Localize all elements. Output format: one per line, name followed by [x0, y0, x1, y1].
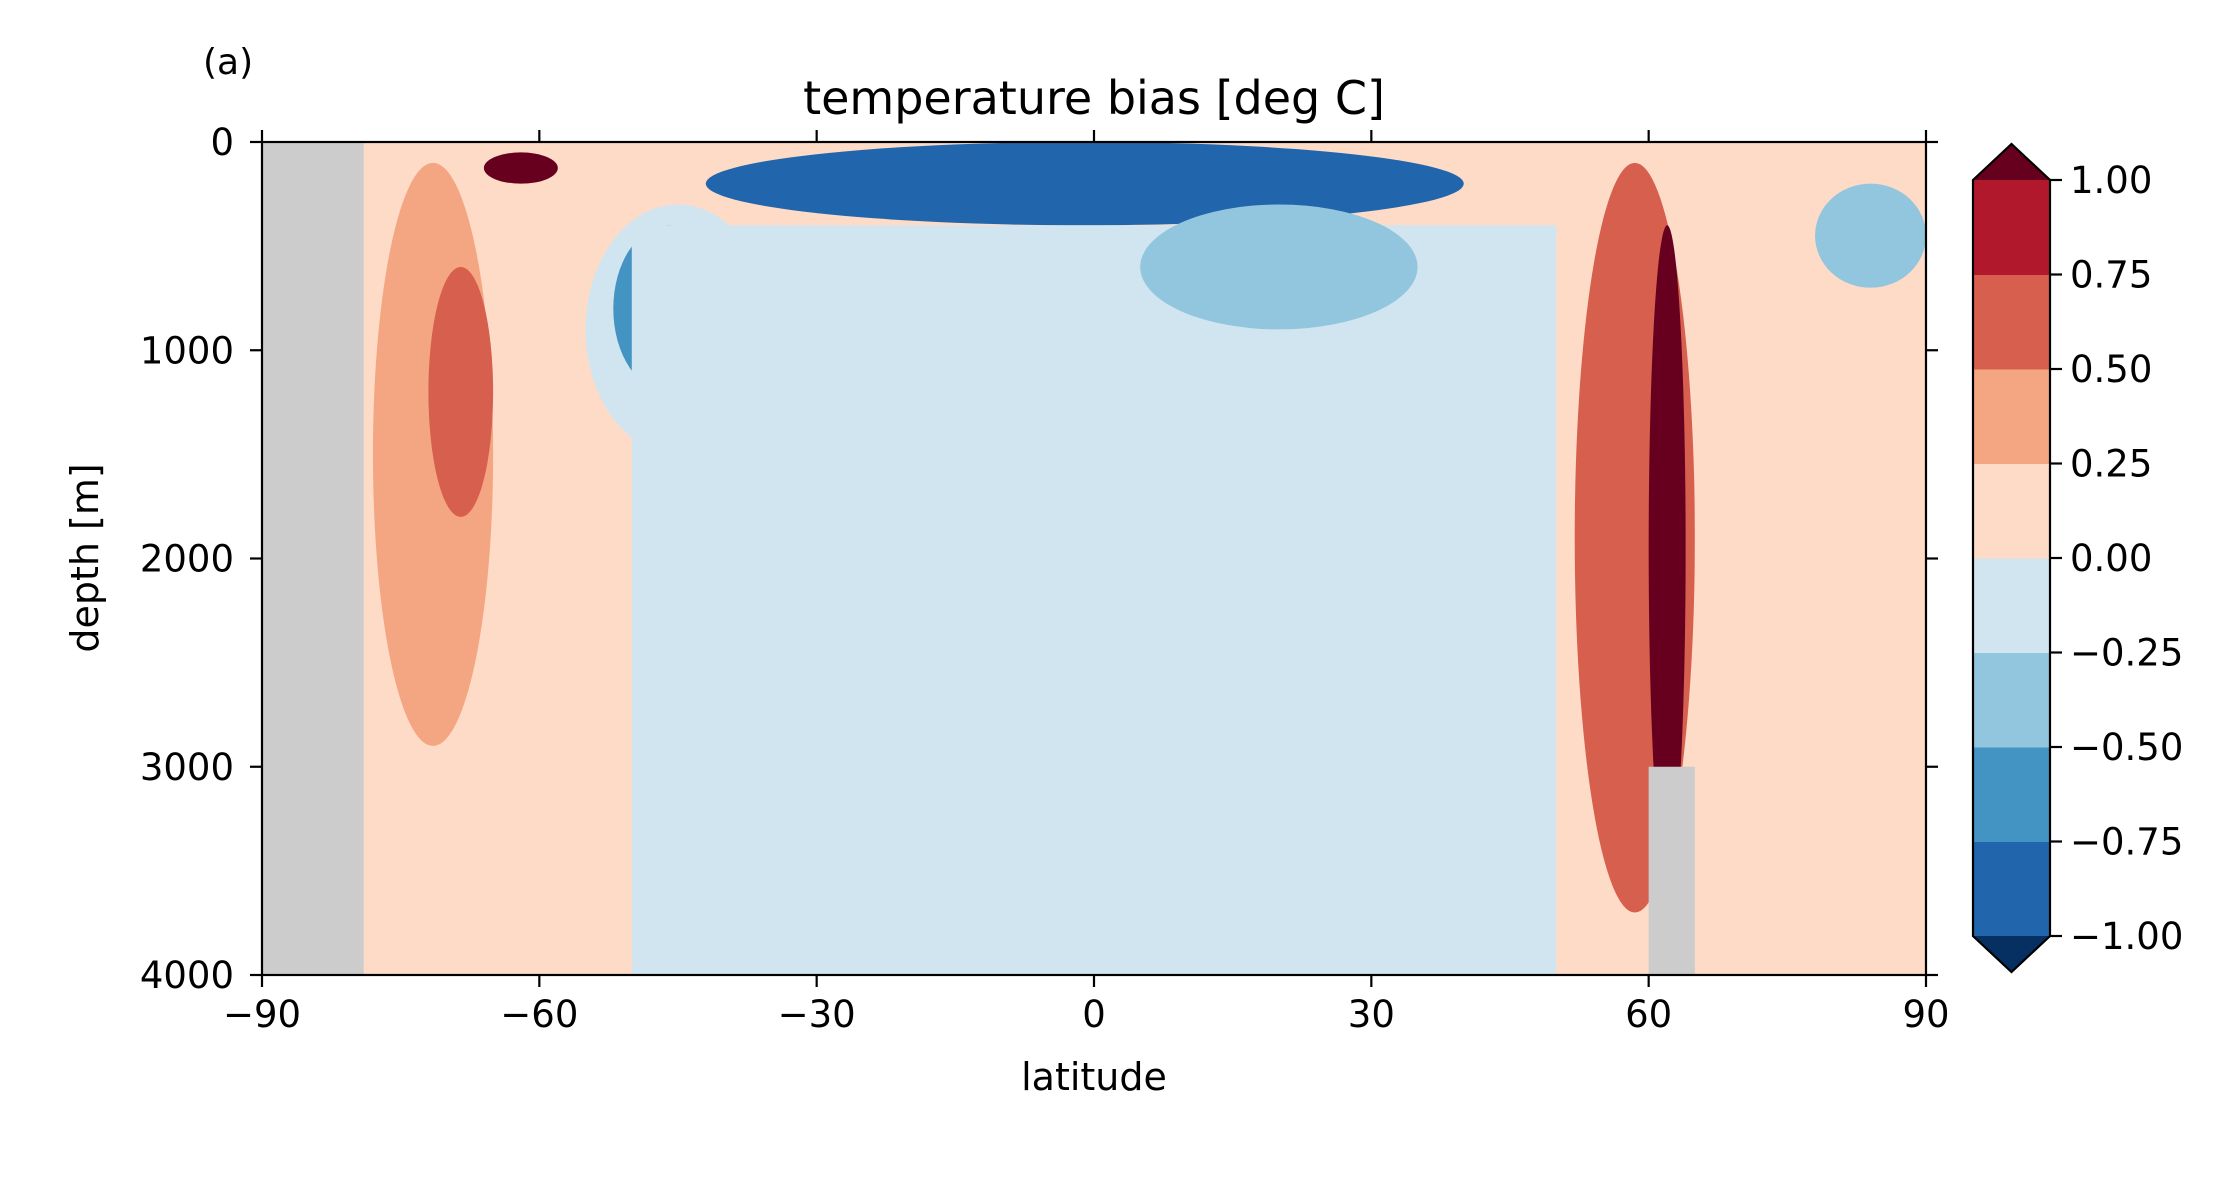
land-mask — [262, 142, 364, 975]
y-tick-label: 3000 — [140, 746, 234, 789]
x-tick-label: −60 — [500, 993, 578, 1036]
colorbar-bin — [1973, 747, 2050, 842]
bias-region — [1815, 183, 1926, 288]
colorbar-tick-label: −0.75 — [2070, 821, 2183, 864]
x-tick-label: −90 — [223, 993, 301, 1036]
y-tick-label: 1000 — [140, 329, 234, 372]
y-axis-ticks: 0 1000 2000 3000 4000 — [140, 121, 1938, 997]
colorbar-bin — [1973, 558, 2050, 653]
x-tick-label: −30 — [778, 993, 856, 1036]
colorbar-tick-label: −0.50 — [2070, 726, 2183, 769]
colorbar-tick-label: 0.25 — [2070, 443, 2152, 486]
bias-field — [262, 142, 1926, 975]
bias-region — [428, 266, 494, 517]
colorbar-tick-label: 0.50 — [2070, 348, 2152, 391]
bias-region — [1140, 204, 1418, 330]
colorbar-bin — [1973, 369, 2050, 464]
bias-region — [705, 142, 1464, 226]
colorbar-tick-label: 1.00 — [2070, 159, 2152, 202]
colorbar-extend-max — [1973, 144, 2050, 180]
plot-area — [260, 140, 1928, 977]
x-axis-ticks: −90 −60 −30 0 30 60 90 — [223, 130, 1950, 1036]
colorbar-bin — [1973, 274, 2050, 370]
y-tick-label: 0 — [210, 121, 234, 164]
bias-region — [1694, 287, 1926, 975]
colorbar-bin — [1973, 652, 2050, 748]
y-tick-label: 4000 — [140, 954, 234, 997]
colorbar-tick-label: −0.25 — [2070, 632, 2183, 675]
panel-label: (a) — [203, 42, 253, 83]
bias-region — [1389, 391, 1520, 497]
colorbar-tick-label: 0.75 — [2070, 254, 2152, 297]
y-axis-label: depth [m] — [63, 463, 107, 652]
colorbar-tick-label: 0.00 — [2070, 537, 2152, 580]
x-tick-label: 0 — [1082, 993, 1106, 1036]
x-tick-label: 90 — [1902, 993, 1949, 1036]
colorbar-bin — [1973, 180, 2050, 275]
colorbar-bin — [1973, 841, 2050, 937]
colorbar-extend-min — [1973, 936, 2050, 972]
bias-region — [1648, 225, 1686, 871]
colorbar-bin — [1973, 463, 2050, 559]
colorbar-tick-label: −1.00 — [2070, 915, 2183, 958]
x-tick-label: 30 — [1348, 993, 1395, 1036]
chart-title: temperature bias [deg C] — [803, 71, 1385, 125]
x-tick-label: 60 — [1625, 993, 1672, 1036]
y-tick-label: 2000 — [140, 538, 234, 581]
bias-region — [631, 225, 1557, 975]
bias-region — [483, 152, 558, 184]
colorbar: −1.00 −0.75 −0.50 −0.25 0.00 0.25 0.50 0.75 1.00 — [1971, 142, 2183, 974]
x-axis-label: latitude — [1021, 1055, 1167, 1099]
